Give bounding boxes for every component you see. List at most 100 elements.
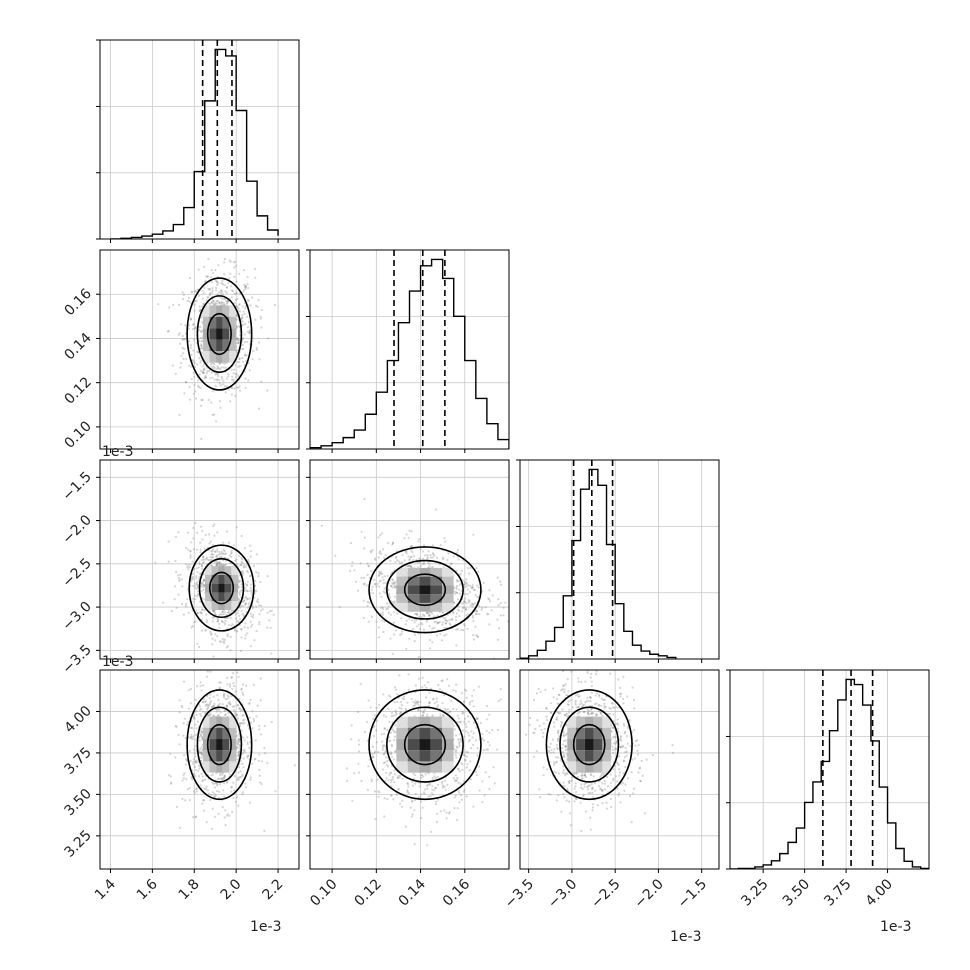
sample-point: [242, 719, 245, 722]
sample-point: [206, 789, 209, 792]
sample-point: [392, 714, 395, 717]
sample-point: [204, 279, 207, 282]
sample-point: [204, 533, 207, 537]
sample-point: [208, 542, 211, 545]
sample-point: [215, 782, 218, 785]
sample-point: [174, 585, 177, 588]
sample-point: [238, 361, 241, 364]
sample-point: [244, 307, 247, 310]
sample-point: [465, 582, 468, 586]
sample-point: [420, 616, 423, 619]
sample-point: [193, 598, 197, 601]
sample-point: [433, 554, 436, 557]
density-cell: [224, 583, 232, 593]
sample-point: [477, 685, 480, 688]
sample-point: [413, 704, 417, 707]
sample-point: [390, 771, 393, 775]
sample-point: [420, 774, 423, 777]
sample-point: [177, 593, 180, 596]
sample-point: [235, 280, 238, 283]
sample-point: [241, 338, 245, 341]
sample-point: [390, 743, 393, 746]
y-tick-label: 0.12: [61, 374, 94, 407]
sample-point: [351, 561, 354, 564]
sample-point: [241, 314, 244, 317]
sample-point: [215, 710, 218, 713]
grid-lines: [100, 40, 299, 239]
sample-point: [396, 559, 399, 562]
sample-point: [225, 704, 228, 707]
sample-point: [241, 562, 244, 565]
sample-point: [469, 566, 472, 570]
sample-point: [387, 542, 390, 545]
sample-point: [230, 387, 234, 390]
sample-point: [217, 704, 220, 707]
sample-point: [235, 338, 239, 341]
sample-point: [263, 829, 266, 833]
sample-point: [181, 779, 184, 782]
sample-point: [182, 357, 185, 360]
sample-point: [236, 620, 239, 623]
sample-point: [476, 635, 479, 638]
sample-point: [222, 640, 225, 643]
sample-point: [433, 702, 436, 705]
sample-point: [238, 744, 241, 747]
sample-point: [200, 611, 203, 614]
sample-point: [209, 670, 212, 673]
sample-point: [363, 497, 366, 501]
sample-point: [417, 796, 420, 799]
density-cell: [419, 727, 431, 740]
sample-point: [249, 778, 252, 781]
sample-point: [175, 725, 178, 729]
sample-point: [388, 694, 391, 697]
sample-point: [223, 777, 226, 780]
sample-point: [390, 584, 393, 587]
sample-point: [204, 712, 207, 715]
sample-point: [477, 765, 480, 768]
sample-point: [194, 325, 197, 328]
sample-point: [202, 368, 205, 372]
sample-point: [459, 572, 462, 575]
sample-point: [241, 762, 244, 766]
sample-point: [470, 586, 473, 589]
sample-point: [211, 299, 214, 302]
sample-point: [216, 365, 219, 368]
sample-point: [228, 277, 231, 280]
sample-point: [243, 750, 246, 753]
sample-point: [194, 723, 197, 726]
sample-point: [239, 649, 243, 653]
sample-point: [432, 698, 435, 701]
sample-point: [210, 371, 213, 374]
sample-point: [427, 561, 430, 564]
sample-point: [467, 731, 470, 735]
sample-point: [405, 619, 408, 622]
density-cell: [204, 592, 212, 602]
sample-point: [211, 705, 214, 709]
density-cell: [231, 574, 238, 584]
sample-point: [246, 756, 249, 759]
sample-point: [187, 689, 190, 692]
sample-point: [202, 555, 205, 558]
sample-point: [457, 721, 460, 724]
sample-point: [220, 366, 223, 369]
density-cell: [229, 316, 236, 329]
sample-point: [255, 304, 258, 307]
sample-point: [476, 584, 479, 587]
sample-point: [373, 714, 376, 717]
sample-point: [382, 714, 385, 717]
sample-point: [373, 578, 376, 582]
sample-point: [488, 623, 491, 626]
sample-point: [210, 550, 213, 553]
sample-point: [200, 730, 203, 733]
density-cell: [229, 351, 236, 363]
sample-point: [452, 612, 455, 615]
sample-point: [446, 619, 449, 623]
sample-point: [460, 798, 463, 801]
sample-point: [457, 558, 460, 561]
sample-point: [446, 783, 449, 787]
sample-point: [228, 259, 231, 262]
sample-point: [383, 815, 386, 818]
sample-point: [182, 297, 185, 301]
sample-point: [254, 757, 257, 761]
sample-point: [224, 809, 227, 812]
